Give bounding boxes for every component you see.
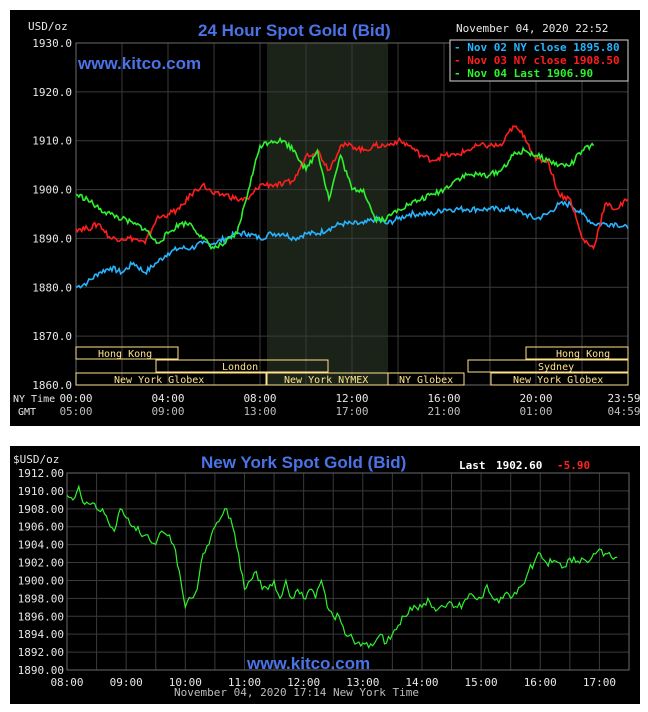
y-tick-label: 1908.00	[18, 503, 64, 516]
y-tick-label: 1910.0	[32, 135, 72, 148]
series-line-nov-03	[75, 125, 629, 251]
x-tick-label-ny: 00:00	[59, 392, 92, 405]
x-tick-label-ny: 04:00	[151, 392, 184, 405]
grid	[66, 472, 630, 671]
x-tick-label: 17:00	[583, 676, 616, 689]
series-lines	[75, 125, 629, 289]
legend-box	[449, 39, 629, 82]
x-tick-label-ny: 20:00	[519, 392, 552, 405]
legend-entry: - Nov 03 NY close 1908.50	[454, 54, 620, 67]
session-label-ny-globex-mid: NY Globex	[399, 375, 453, 386]
y-axis-ticks: 1912.00 1910.00 1908.00 1906.00 1904.00 1902.…	[18, 467, 64, 677]
legend: - Nov 02 NY close 1895.80- Nov 03 NY clo…	[454, 41, 620, 80]
x-tick-label: 11:00	[228, 676, 261, 689]
chart-24h-spot-gold: 1930.0 1920.0 1910.0 1900.0 1890.0 1880.0 1870…	[10, 10, 641, 426]
session-label-hong-kong-right: Hong Kong	[556, 349, 610, 360]
y-tick-label: 1870.0	[32, 330, 72, 343]
grid	[75, 42, 629, 386]
nymex-session-band	[267, 43, 388, 385]
chart-title: New York Spot Gold (Bid)	[201, 453, 406, 472]
x-tick-label: 12:00	[287, 676, 320, 689]
session-label-sydney: Sydney	[538, 362, 574, 373]
y-tick-label: 1920.0	[32, 86, 72, 99]
y-tick-label: 1890.0	[32, 232, 72, 245]
session-box-sydney	[467, 359, 629, 373]
change-value: -5.90	[557, 459, 590, 472]
session-box-hong-kong-left	[75, 346, 179, 360]
x-tick-label: 08:00	[50, 676, 83, 689]
y-tick-label: 1880.0	[32, 281, 72, 294]
x-axis-ticks: 08:00 09:00 10:00 11:00 12:00 13:00 14:00 15:00…	[50, 676, 616, 689]
legend-entry: - Nov 02 NY close 1895.80	[454, 41, 620, 54]
y-tick-label: 1912.00	[18, 467, 64, 480]
series-line-ny-spot	[66, 484, 618, 650]
x-tick-label-gmt: 04:59	[607, 405, 640, 418]
plot-frame	[66, 472, 630, 671]
y-axis-unit: $USD/oz	[13, 453, 59, 466]
y-tick-label: 1890.00	[18, 664, 64, 677]
session-box-london	[155, 359, 329, 373]
y-tick-label: 1930.0	[32, 37, 72, 50]
session-label-ny-globex-right: New York Globex	[513, 375, 603, 386]
session-box-ny-globex-right	[490, 372, 629, 386]
session-label-ny-nymex: New York NYMEX	[284, 375, 368, 386]
y-tick-label: 1894.00	[18, 628, 64, 641]
y-tick-label: 1898.00	[18, 592, 64, 605]
chart-ny-svg: 1912.00 1910.00 1908.00 1906.00 1904.00 1902.…	[13, 453, 630, 699]
last-value: 1902.60	[496, 459, 542, 472]
chart-title: 24 Hour Spot Gold (Bid)	[198, 21, 391, 40]
y-tick-label: 1892.00	[18, 646, 64, 659]
session-box-ny-globex-mid	[387, 372, 465, 386]
session-label-hong-kong-left: Hong Kong	[98, 349, 152, 360]
last-label: Last	[459, 459, 486, 472]
x-tick-label: 14:00	[405, 676, 438, 689]
session-box-hong-kong-right	[525, 346, 629, 360]
x-tick-label-gmt: 09:00	[151, 405, 184, 418]
y-tick-label: 1860.0	[32, 379, 72, 392]
legend-entry: - Nov 04 Last 1906.90	[454, 67, 593, 80]
y-tick-label: 1904.00	[18, 539, 64, 552]
session-label-london: London	[222, 362, 258, 373]
y-tick-label: 1906.00	[18, 521, 64, 534]
y-tick-label: 1900.0	[32, 184, 72, 197]
chart-24h-svg: 1930.0 1920.0 1910.0 1900.0 1890.0 1880.0 1870…	[13, 20, 641, 418]
ny-time-label: NY Time	[13, 394, 55, 405]
x-tick-label-ny: 23:59	[607, 392, 640, 405]
y-axis-unit: USD/oz	[28, 20, 68, 33]
series-lines	[66, 484, 618, 650]
y-tick-label: 1910.00	[18, 485, 64, 498]
gmt-label: GMT	[18, 407, 36, 418]
brand-watermark: www.kitco.com	[77, 54, 201, 73]
x-tick-label-ny: 12:00	[335, 392, 368, 405]
x-tick-label-gmt: 21:00	[427, 405, 460, 418]
market-sessions	[75, 346, 629, 386]
x-tick-label-gmt: 13:00	[243, 405, 276, 418]
x-tick-label: 15:00	[465, 676, 498, 689]
y-tick-label: 1902.00	[18, 557, 64, 570]
y-tick-label: 1900.00	[18, 574, 64, 587]
x-tick-label: 10:00	[169, 676, 202, 689]
x-tick-label: 16:00	[524, 676, 557, 689]
y-tick-label: 1896.00	[18, 610, 64, 623]
series-line-nov-02	[75, 200, 629, 289]
x-tick-label-gmt: 05:00	[59, 405, 92, 418]
session-box-ny-globex-left	[75, 372, 267, 386]
session-label-ny-globex-left: New York Globex	[114, 375, 204, 386]
chart-ny-spot-gold: 1912.00 1910.00 1908.00 1906.00 1904.00 1902.…	[10, 446, 640, 704]
series-line-nov-04	[75, 136, 595, 251]
x-tick-label-ny: 16:00	[427, 392, 460, 405]
brand-watermark: www.kitco.com	[246, 654, 370, 673]
timestamp: November 04, 2020 22:52	[456, 22, 608, 35]
x-tick-label-gmt: 01:00	[519, 405, 552, 418]
x-tick-label-gmt: 17:00	[335, 405, 368, 418]
x-tick-label: 09:00	[110, 676, 143, 689]
x-tick-label: 13:00	[346, 676, 379, 689]
footer-timestamp: November 04, 2020 17:14 New York Time	[174, 686, 419, 699]
y-axis-ticks: 1930.0 1920.0 1910.0 1900.0 1890.0 1880.0 1870…	[32, 37, 72, 392]
x-tick-label-ny: 08:00	[243, 392, 276, 405]
